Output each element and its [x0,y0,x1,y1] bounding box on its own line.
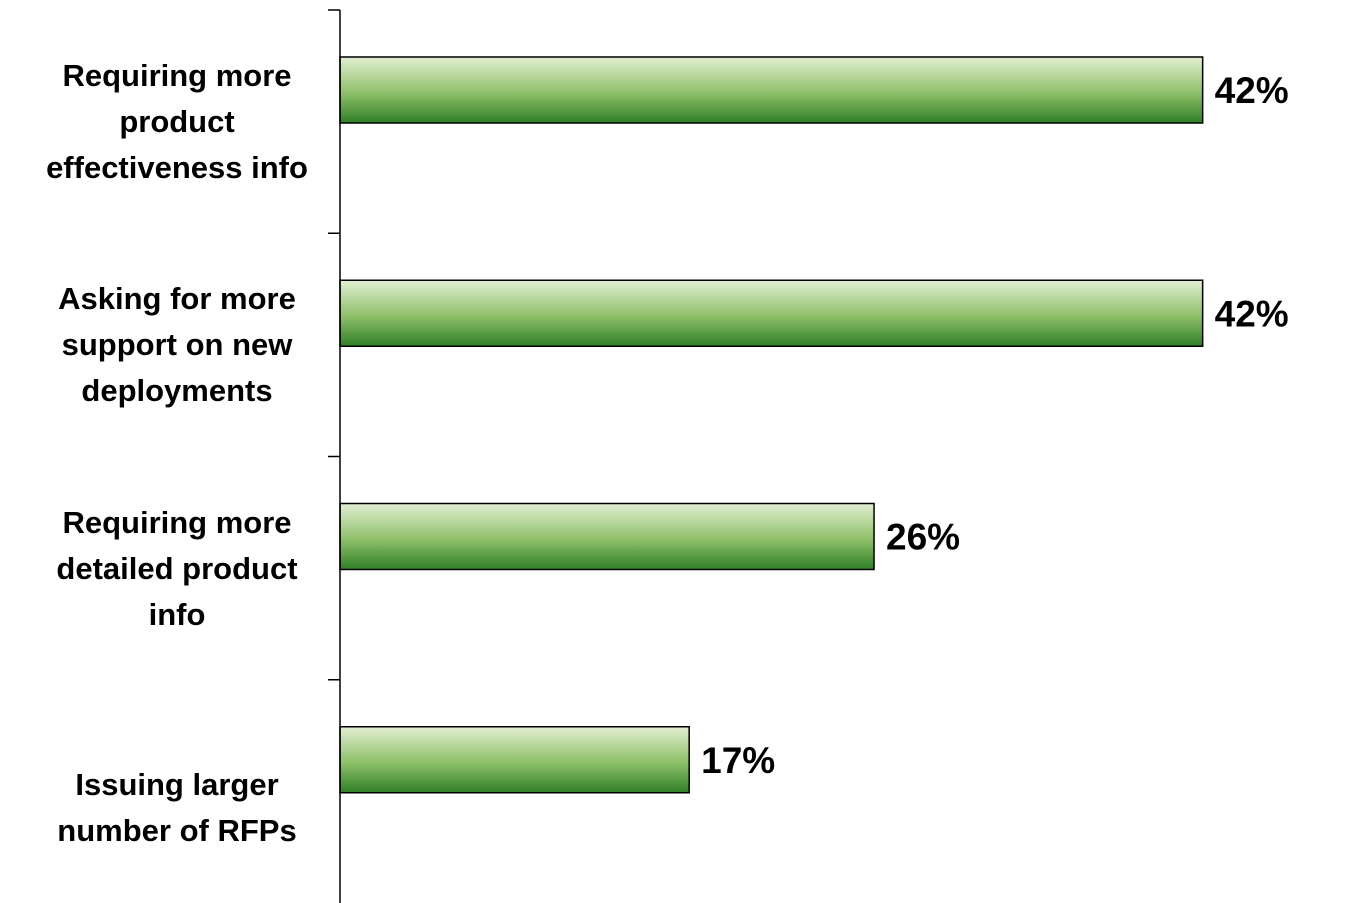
data-labels-layer: 42% 42% 26% 17% [701,70,1289,781]
data-label-4: 17% [701,740,775,781]
bar-2 [339,279,1204,347]
bar-3 [339,502,875,571]
category-label-3: Requiring more detailed product info [56,505,298,632]
category-axis [328,9,341,903]
data-label-1: 42% [1215,70,1289,111]
bar-1 [339,56,1204,124]
category-label-2: Asking for more support on new deploymen… [58,281,296,408]
bar-4 [339,726,690,794]
data-label-3: 26% [886,517,960,558]
category-label-4: Issuing larger number of RFPs [57,767,297,848]
data-label-2: 42% [1215,293,1289,334]
category-label-1: Requiring more product effectiveness inf… [46,58,308,185]
bars-layer [339,56,1204,794]
